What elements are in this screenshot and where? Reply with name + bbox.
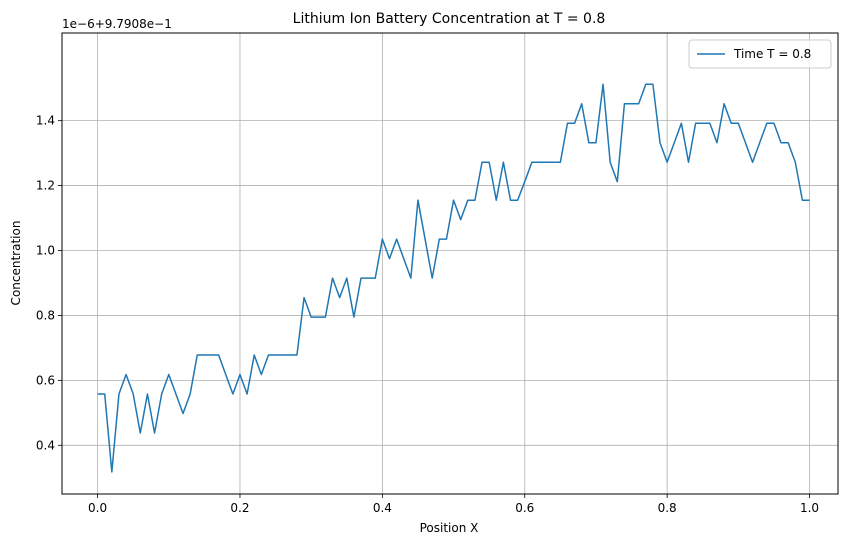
series-line — [97, 83, 810, 473]
y-tick-label: 0.6 — [36, 373, 55, 387]
x-axis-ticks: 0.0 0.2 0.4 0.6 0.8 1.0 — [88, 494, 819, 515]
x-tick-label: 0.2 — [230, 501, 249, 515]
y-tick-label: 1.4 — [36, 114, 55, 128]
y-tick-label: 0.4 — [36, 438, 55, 452]
y-axis-label: Concentration — [9, 221, 23, 306]
legend-box — [688, 39, 832, 69]
chart-title: Lithium Ion Battery Concentration at T =… — [293, 11, 606, 27]
y-tick-label: 0.8 — [36, 308, 55, 322]
legend: Time T = 0.8 — [688, 39, 832, 69]
x-tick-label: 0.8 — [658, 501, 677, 515]
x-tick-label: 0.6 — [515, 501, 534, 515]
x-tick-label: 1.0 — [800, 501, 819, 515]
x-tick-label: 0.4 — [373, 501, 392, 515]
series-layer — [97, 83, 810, 473]
y-axis-ticks: 0.4 0.6 0.8 1.0 1.2 1.4 — [36, 114, 62, 452]
grid-lines — [62, 33, 838, 494]
plot-frame — [61, 32, 839, 495]
x-tick-label: 0.0 — [88, 501, 107, 515]
y-tick-label: 1.2 — [36, 179, 55, 193]
y-axis-offset-label: 1e−6+9.7908e−1 — [62, 17, 172, 31]
legend-entry-label: Time T = 0.8 — [733, 47, 811, 61]
y-tick-label: 1.0 — [36, 244, 55, 258]
x-axis-label: Position X — [420, 521, 479, 535]
